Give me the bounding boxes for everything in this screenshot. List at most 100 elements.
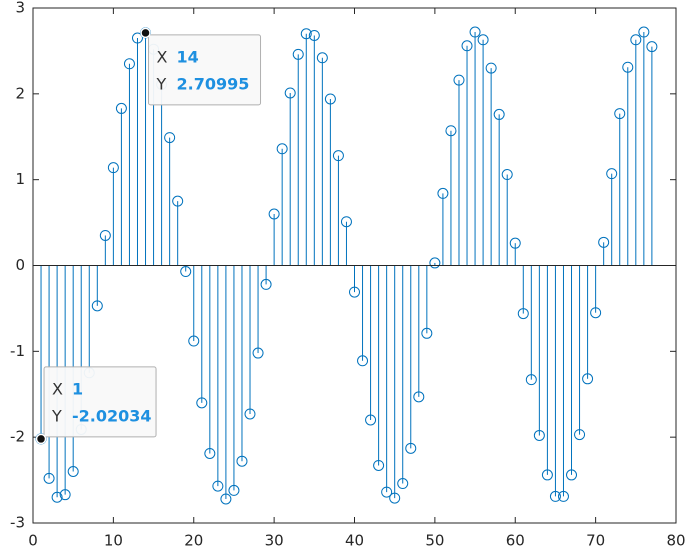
datatip-x-key: X bbox=[52, 379, 63, 398]
stem-marker bbox=[413, 391, 425, 403]
stem-marker bbox=[172, 195, 184, 207]
datatip-marker bbox=[140, 27, 151, 39]
stem-marker bbox=[477, 34, 489, 46]
stem-marker bbox=[252, 347, 264, 359]
datatip-x-value: 14 bbox=[177, 47, 199, 66]
datatip-x-key: X bbox=[157, 47, 168, 66]
stem-marker bbox=[533, 429, 545, 441]
stem-marker bbox=[292, 48, 304, 60]
stem-marker bbox=[43, 472, 55, 484]
stem-marker bbox=[59, 489, 71, 501]
stem-marker bbox=[437, 187, 449, 199]
datatip-y-value: -2.02034 bbox=[72, 406, 152, 425]
stem-marker bbox=[268, 208, 280, 220]
stem-marker bbox=[598, 236, 610, 248]
stem-marker bbox=[284, 87, 296, 99]
stem-marker bbox=[381, 486, 393, 498]
x-tick-label: 50 bbox=[425, 532, 444, 550]
stem-marker bbox=[461, 40, 473, 52]
stem-marker bbox=[67, 466, 79, 477]
x-tick-label: 10 bbox=[104, 532, 123, 550]
stem-marker bbox=[590, 307, 602, 319]
stem-marker bbox=[220, 493, 232, 505]
stem-marker bbox=[405, 442, 417, 454]
datatip-box bbox=[43, 366, 157, 438]
stem-marker bbox=[622, 61, 634, 73]
stem-marker bbox=[349, 286, 360, 298]
stem-marker bbox=[509, 237, 521, 249]
datatip-y-key: Y bbox=[156, 74, 167, 93]
datatip-box bbox=[148, 34, 262, 106]
stem-marker bbox=[389, 492, 401, 504]
x-tick-label: 20 bbox=[184, 532, 203, 550]
stem-marker bbox=[606, 168, 618, 180]
stem-marker bbox=[525, 374, 537, 386]
stem-marker bbox=[501, 169, 513, 181]
datatip-y-value: 2.70995 bbox=[177, 74, 250, 93]
y-tick-label: 0 bbox=[15, 256, 25, 274]
stem-marker bbox=[244, 408, 256, 420]
datatip-marker bbox=[35, 433, 47, 445]
stem-marker bbox=[445, 125, 457, 137]
stem-marker bbox=[453, 74, 465, 86]
stem-marker bbox=[574, 429, 586, 441]
y-tick-label: 1 bbox=[15, 170, 25, 188]
stem-marker bbox=[123, 58, 135, 70]
stem-marker bbox=[485, 62, 497, 74]
stem-marker bbox=[493, 108, 505, 120]
y-tick-label: -2 bbox=[10, 428, 25, 446]
stem-marker bbox=[517, 308, 529, 320]
stem-marker bbox=[469, 26, 481, 38]
y-tick-label: 3 bbox=[15, 0, 25, 17]
stem-marker bbox=[308, 29, 320, 41]
stem-marker bbox=[340, 216, 352, 228]
y-tick-label: -1 bbox=[10, 342, 25, 360]
x-tick-label: 70 bbox=[586, 532, 605, 550]
stem-marker bbox=[180, 266, 192, 278]
stem-marker bbox=[646, 41, 658, 53]
stem-marker bbox=[549, 490, 561, 502]
stem-marker bbox=[541, 469, 553, 481]
stem-marker bbox=[51, 491, 63, 503]
stem-marker bbox=[107, 162, 119, 174]
datatip: X 1Y -2.02034 bbox=[35, 366, 157, 445]
stem-marker bbox=[99, 229, 111, 241]
stem-marker bbox=[332, 150, 344, 162]
stem-marker bbox=[582, 373, 594, 385]
stem-marker bbox=[614, 108, 626, 120]
stem-marker bbox=[566, 469, 578, 481]
stem-marker bbox=[357, 355, 369, 367]
stem-marker bbox=[373, 459, 385, 471]
stem-marker bbox=[236, 455, 248, 467]
stem-marker bbox=[228, 484, 240, 496]
datatip: X 14 Y 2.70995 bbox=[140, 27, 262, 106]
stem-marker bbox=[324, 93, 336, 105]
stem-marker bbox=[212, 480, 224, 492]
stem-marker bbox=[131, 32, 143, 44]
stem-marker bbox=[260, 278, 272, 290]
stem-marker bbox=[421, 327, 433, 339]
datatip-x-value: 1 bbox=[72, 379, 83, 398]
stem-marker bbox=[196, 397, 208, 409]
stem-marker bbox=[164, 132, 176, 144]
x-tick-label: 40 bbox=[345, 532, 364, 550]
stem-marker bbox=[397, 478, 409, 490]
stem-marker bbox=[429, 257, 441, 269]
y-tick-label: -3 bbox=[10, 514, 25, 532]
stem-marker bbox=[188, 335, 200, 347]
stem-marker bbox=[638, 26, 650, 38]
stem-marker bbox=[365, 414, 377, 426]
stem-marker bbox=[300, 28, 312, 40]
x-tick-label: 30 bbox=[265, 532, 284, 550]
y-tick-label: 2 bbox=[15, 84, 25, 102]
x-tick-label: 80 bbox=[666, 532, 685, 550]
datatip-y-key: Y bbox=[51, 406, 62, 425]
stem-marker bbox=[630, 34, 642, 46]
stem-marker bbox=[276, 143, 288, 155]
stem-marker bbox=[557, 490, 569, 502]
axes-box bbox=[32, 7, 677, 524]
stem-marker bbox=[115, 102, 127, 114]
stem-marker bbox=[316, 52, 328, 64]
